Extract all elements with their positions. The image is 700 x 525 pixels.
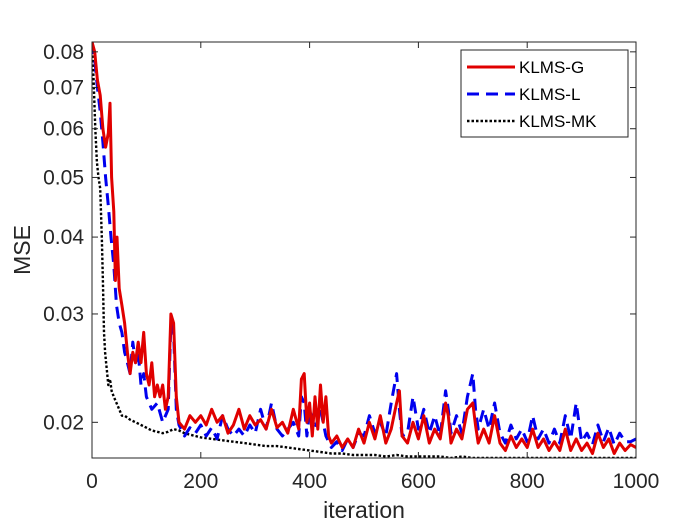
series-line-klms-l: [92, 42, 636, 452]
plot-frame: [91, 41, 637, 459]
y-tick-label: 0.02: [43, 411, 84, 434]
y-tick-label: 0.06: [43, 118, 84, 141]
y-tick-label: 0.07: [43, 77, 84, 100]
y-tick-label: 0.08: [43, 41, 84, 64]
legend-label: KLMS-L: [519, 85, 580, 104]
x-tick-label: 400: [292, 470, 327, 493]
series-line-klms-g: [92, 42, 636, 455]
x-axis: 0 200 400 600 800 1000: [86, 42, 659, 493]
legend-label: KLMS-MK: [519, 112, 597, 131]
legend-item: KLMS-L: [467, 85, 580, 104]
y-tick-label: 0.03: [43, 303, 84, 326]
x-tick-label: 200: [183, 470, 218, 493]
y-tick-label: 0.04: [43, 226, 84, 249]
y-tick-label: 0.05: [43, 166, 84, 189]
legend-label: KLMS-G: [519, 58, 584, 77]
legend-item: KLMS-G: [467, 58, 584, 77]
x-tick-label: 800: [510, 470, 545, 493]
series-layer: [92, 42, 636, 458]
y-axis-label: MSE: [9, 225, 35, 275]
legend-items: KLMS-G KLMS-L KLMS-MK: [467, 58, 597, 131]
series-line-klms-mk: [92, 42, 636, 458]
legend: KLMS-G KLMS-L KLMS-MK: [460, 49, 629, 138]
x-tick-label: 1000: [613, 470, 660, 493]
x-tick-label: 600: [401, 470, 436, 493]
y-axis: 0.02 0.03 0.04 0.05 0.06 0.07 0.08: [43, 41, 636, 434]
x-axis-label: iteration: [323, 497, 405, 523]
legend-item: KLMS-MK: [467, 112, 597, 131]
x-tick-label: 0: [86, 470, 98, 493]
